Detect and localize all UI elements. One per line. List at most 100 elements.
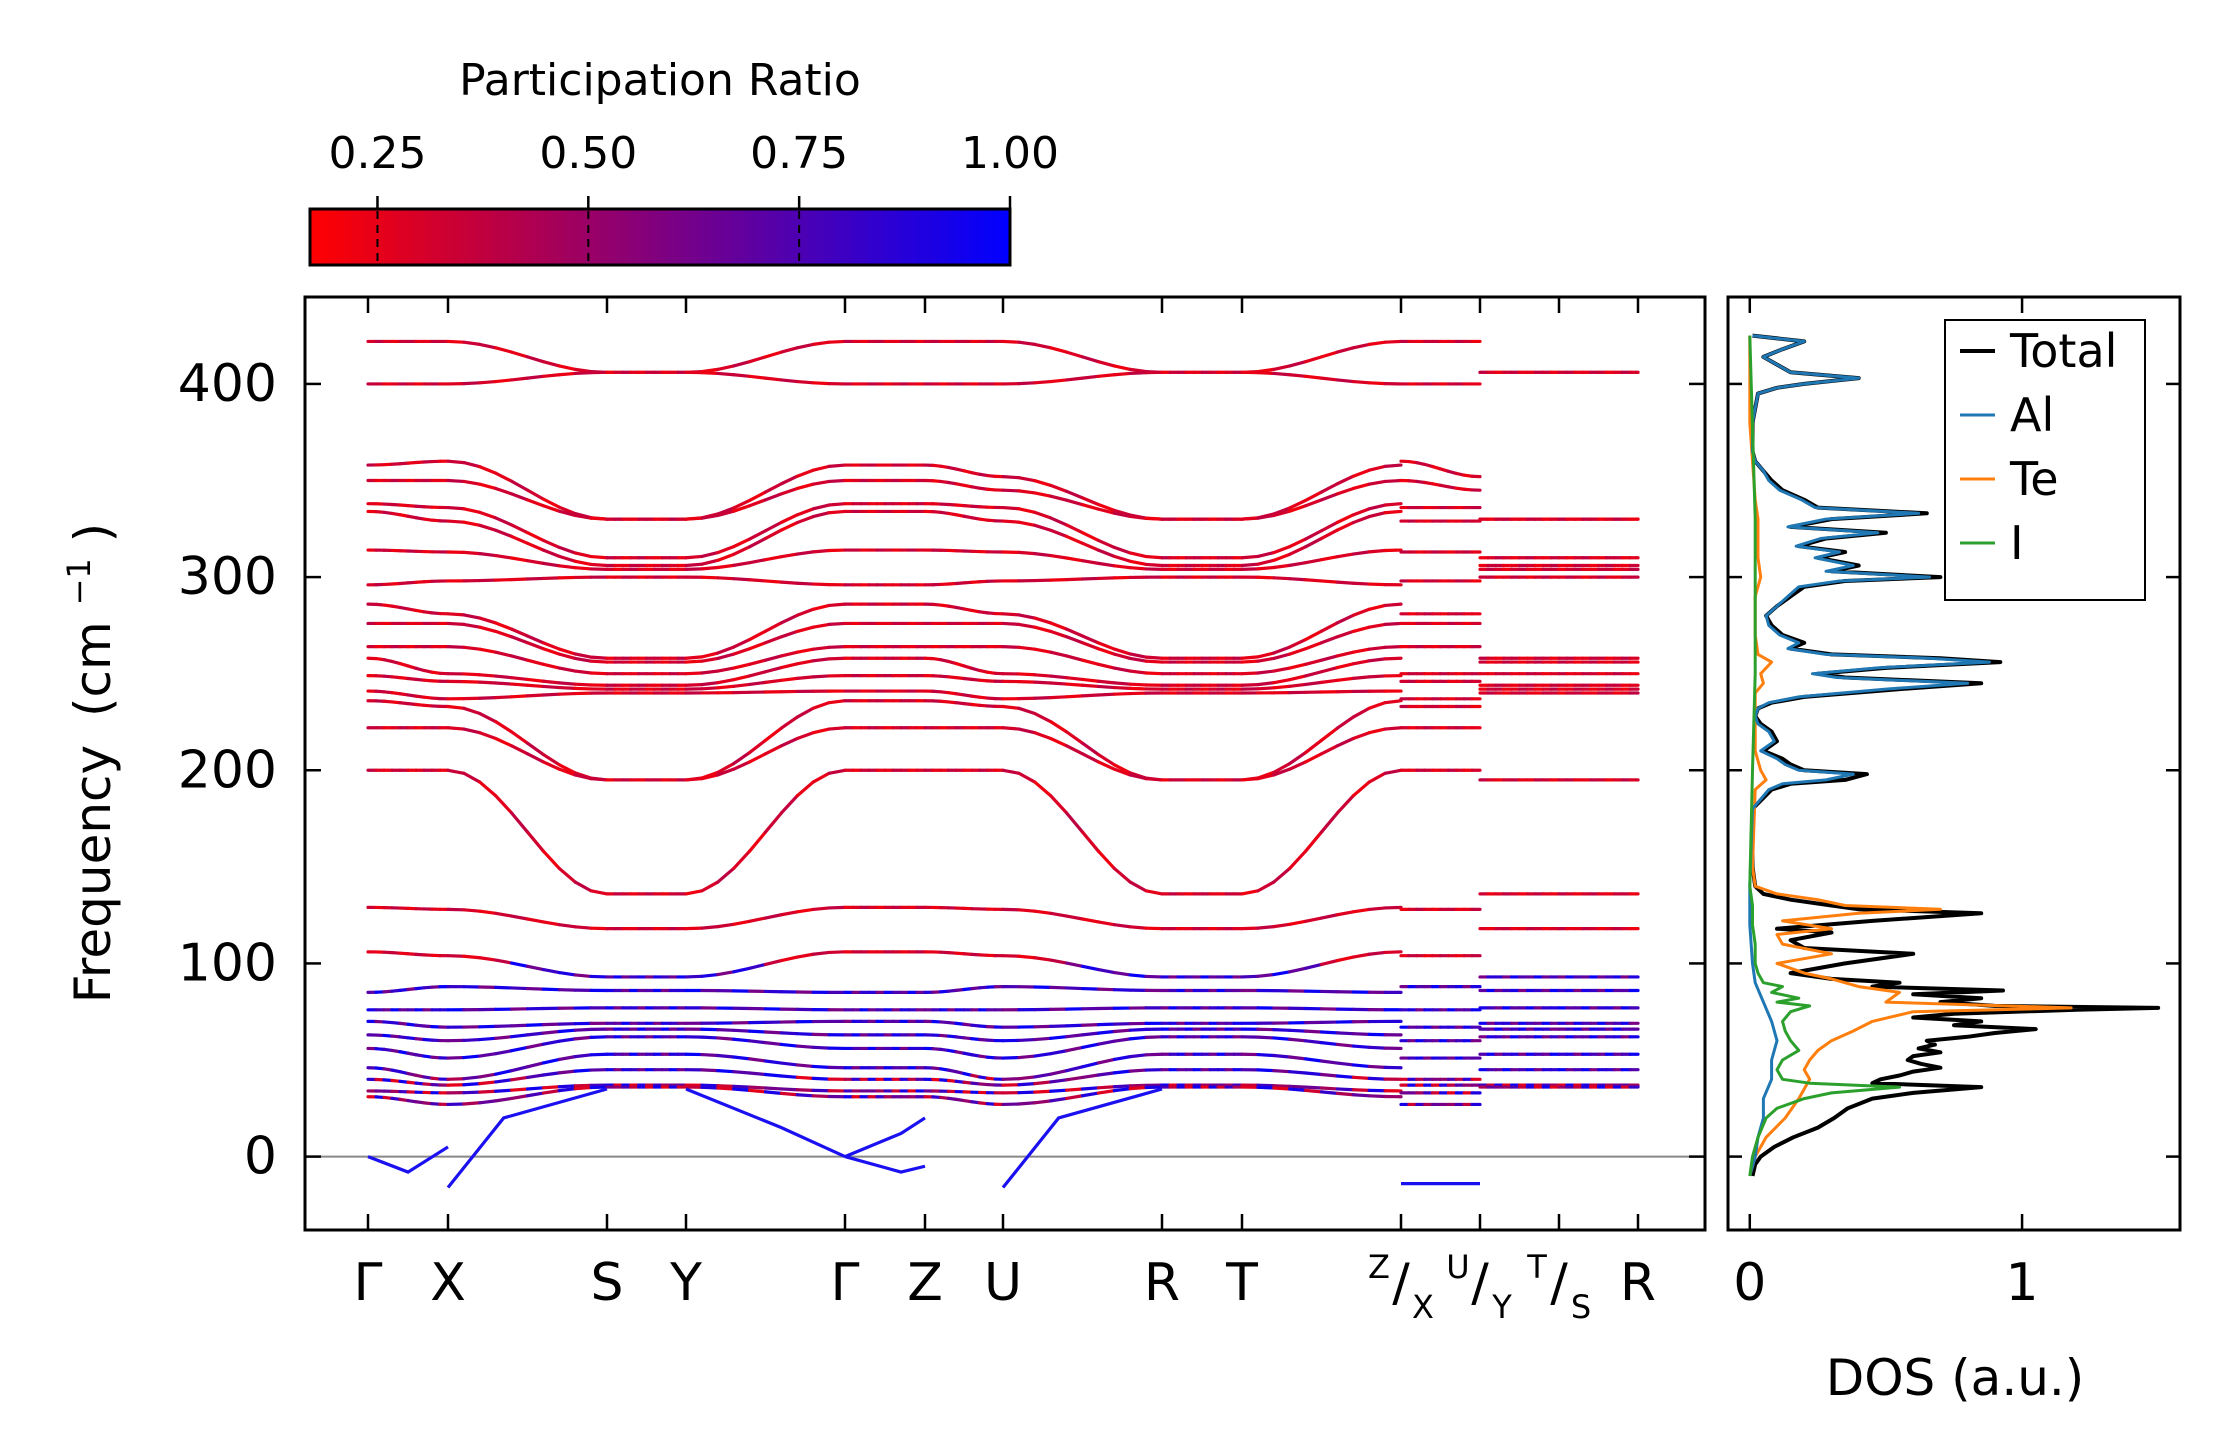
band-branch [1112,685,1132,690]
x-tick-label: U [984,1253,1022,1313]
band-branch [1335,1042,1355,1048]
band-branch [811,582,831,587]
band-branch [573,1083,593,1088]
band-branch [795,907,815,914]
band-branch [716,1028,736,1032]
band-branch [1272,1028,1292,1032]
band-branch [462,520,482,527]
x-tick-label-sub: X [1412,1288,1434,1326]
band-branch [795,780,815,798]
band-branch [1144,671,1164,676]
dos-x-tick-label: 1 [2006,1253,2039,1313]
band-branch [446,621,466,626]
band-branch [747,1085,768,1090]
band-branch [811,1064,831,1070]
dos-x-axis-label: DOS (a.u.) [1826,1349,2085,1407]
band-branch [1303,374,1324,380]
band-branch [763,528,784,541]
colorbar-tick-label: 0.75 [750,128,848,179]
band-branch [1096,752,1116,767]
band-branch [1112,647,1132,656]
band-branch [1049,516,1069,527]
band-branch [557,554,577,563]
band-branch [1017,645,1037,651]
band-branch [1017,1082,1037,1087]
band-branch [1096,360,1116,368]
band-branch [1335,715,1355,730]
band-branch [1001,768,1021,775]
band-branch [573,1053,593,1059]
band-branch [541,1085,561,1090]
band-branch [716,767,736,777]
band-branch [1033,479,1053,488]
band-branch [1064,961,1085,968]
band-branch [1017,672,1037,677]
band-branch [1080,496,1101,507]
band-branch [1272,1053,1292,1059]
band-branch [525,559,546,565]
band-branch [1272,970,1292,977]
band-branch [573,1027,593,1032]
band-branch [1351,647,1371,654]
band-branch [827,905,847,910]
band-branch [589,659,609,664]
band-branch [1064,498,1085,507]
dos-series-al [1748,334,1991,1177]
band-branch [1272,371,1292,377]
band-branch [795,625,815,634]
band-branch [1128,559,1148,567]
band-branch [811,1045,831,1050]
band-branch [827,509,847,515]
band-branch [1256,551,1276,559]
band-branch [1033,1099,1053,1105]
band-branch [1128,1068,1148,1073]
band-branch [557,371,577,377]
band-branch [700,551,720,559]
band-branch [1128,925,1148,930]
band-branch [1256,565,1276,571]
band-branch [478,695,498,700]
band-branch [494,621,514,631]
band-branch [1303,558,1324,565]
band-branch [1351,706,1371,719]
band-branch [747,962,768,970]
band-branch [1080,658,1101,666]
band-branch [1256,681,1276,687]
band-branch [462,679,482,684]
band-branch [510,376,530,382]
band-branch [732,637,752,649]
band-branch [1288,637,1308,649]
band-branch [1303,529,1324,541]
band-branch [779,1031,799,1036]
band-branch [1112,1069,1132,1075]
band-branch [684,777,704,782]
band-branch [795,550,815,556]
band-branch [1049,621,1069,631]
band-branch [525,634,546,645]
band-branch [573,973,593,979]
band-branch [525,1086,546,1091]
band-branch [1319,678,1340,684]
band-branch [1288,647,1308,656]
band-branch [1144,777,1164,782]
band-branch [1335,1031,1355,1036]
band-branch [732,662,752,670]
band-branch [1033,510,1053,520]
band-branch [811,1076,831,1081]
band-branch [525,1091,546,1098]
band-branch [557,1028,577,1034]
band-branch [1049,720,1069,734]
band-branch [1319,1041,1340,1047]
band-branch [1128,686,1148,691]
band-branch [1256,669,1276,675]
band-branch [478,552,498,558]
band-branch [541,538,561,550]
band-branch [1351,379,1371,385]
band-branch [1033,731,1053,741]
band-branch [510,654,530,662]
band-branch [478,956,498,962]
band-branch [525,830,546,853]
band-branch [1128,1083,1148,1088]
band-branch [478,1089,498,1094]
legend-label-total: Total [2009,324,2117,378]
